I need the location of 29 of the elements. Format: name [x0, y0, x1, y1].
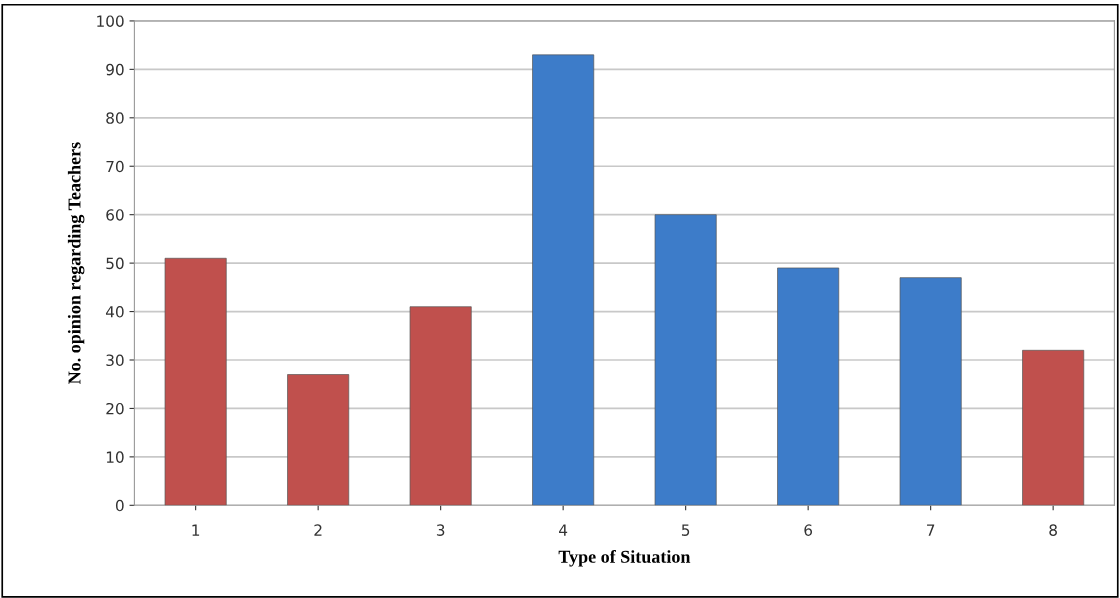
- bar: [409, 306, 472, 506]
- bar: [532, 54, 595, 506]
- x-tick-label: 3: [436, 524, 445, 536]
- x-tick-label: 7: [927, 524, 935, 536]
- bar: [287, 374, 350, 506]
- y-tick-label: 70: [106, 160, 124, 173]
- x-tick-label: 5: [681, 524, 690, 536]
- x-tick-label: 4: [559, 524, 568, 536]
- bar: [899, 277, 962, 506]
- y-tick-label: 100: [97, 15, 124, 27]
- x-tick-label: 8: [1049, 524, 1057, 536]
- y-tick-label: 0: [115, 499, 124, 512]
- y-tick-label: 40: [105, 306, 124, 318]
- y-axis-title: No. opinion regarding Teachers: [67, 142, 85, 385]
- bar: [1022, 349, 1085, 506]
- y-tick-label: 50: [106, 257, 124, 270]
- bar: [654, 214, 717, 506]
- x-tick-label: 6: [804, 524, 813, 536]
- y-tick-label: 80: [106, 112, 124, 124]
- y-tick-label: 90: [106, 63, 124, 76]
- x-axis-title: Type of Situation: [558, 549, 691, 567]
- y-tick-label: 30: [106, 354, 124, 367]
- y-tick-label: 10: [106, 451, 124, 463]
- bar: [777, 267, 840, 506]
- y-tick-label: 60: [106, 209, 124, 221]
- x-tick-label: 1: [192, 524, 200, 536]
- y-tick-label: 20: [106, 402, 124, 415]
- bar: [164, 257, 227, 506]
- x-tick-label: 2: [314, 524, 322, 536]
